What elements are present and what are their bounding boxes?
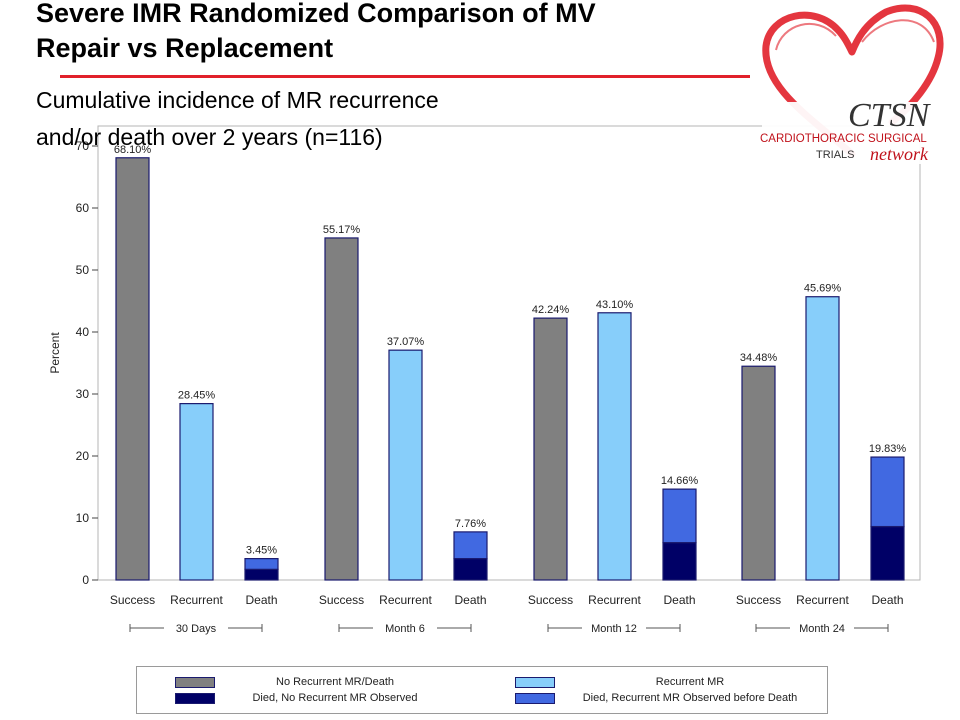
y-tick-label: 10	[76, 511, 90, 525]
x-tick-label: Death	[871, 593, 903, 607]
x-tick-label: Success	[736, 593, 781, 607]
data-label: 19.83%	[869, 443, 907, 455]
legend-label: No Recurrent MR/Death	[276, 676, 394, 688]
bar-chart: 0 10 20 30 40 50 60 70 Percent 68.10% 28.45% 3.45…	[48, 125, 921, 635]
data-label: 45.69%	[804, 283, 842, 295]
data-label: 55.17%	[323, 224, 361, 236]
data-label: 37.07%	[387, 336, 425, 348]
page-title: Severe IMR Randomized Comparison of MV R…	[36, 0, 596, 66]
legend-swatch	[515, 676, 555, 688]
y-tick-label: 0	[82, 573, 89, 587]
x-axis: Success Recurrent Death 30 Days Success Recur…	[110, 593, 904, 635]
bar-segment	[662, 488, 697, 544]
title-line-1: Severe IMR Randomized Comparison of MV	[36, 0, 596, 28]
data-label: 68.10%	[114, 144, 152, 156]
title-line-2: Repair vs Replacement	[36, 33, 334, 63]
subtitle-line-2: and/or death over 2 years (n=116)	[36, 124, 383, 150]
legend-swatch	[515, 692, 555, 704]
y-tick-label: 70	[76, 139, 90, 153]
bars: 68.10% 28.45% 3.45% 55.17% 37.07% 7.76% 42.24%…	[114, 144, 907, 581]
legend-label: Died, No Recurrent MR Observed	[252, 692, 418, 704]
bar-segment	[324, 237, 359, 581]
data-label: 28.45%	[178, 390, 216, 402]
x-tick-label: Death	[454, 593, 486, 607]
x-tick-label: Death	[663, 593, 695, 607]
bar-segment	[870, 525, 905, 581]
bar-segment	[662, 542, 697, 581]
logo-script: network	[870, 144, 929, 164]
logo-line-2: TRIALS	[816, 149, 855, 161]
bar-segment	[597, 312, 632, 581]
data-label: 42.24%	[532, 304, 570, 316]
x-tick-label: Recurrent	[796, 593, 849, 607]
logo-wordmark: CTSN	[848, 97, 932, 134]
ctsn-logo: CTSN CARDIOTHORACIC SURGICAL TRIALS netw…	[760, 4, 948, 164]
bar-segment	[533, 317, 568, 581]
y-tick-label: 50	[76, 263, 90, 277]
y-tick-label: 60	[76, 201, 90, 215]
legend-label: Died, Recurrent MR Observed before Death	[582, 692, 798, 704]
group-label: Month 12	[591, 623, 637, 635]
bar-segment	[244, 568, 279, 581]
chart-legend: No Recurrent MR/Death Recurrent MR Died, N…	[136, 666, 828, 714]
bar-segment	[388, 349, 423, 581]
heart-icon	[762, 4, 944, 158]
page-subtitle: Cumulative incidence of MR recurrence an…	[36, 82, 439, 156]
bar-segment	[453, 558, 488, 581]
logo-line-1: CARDIOTHORACIC SURGICAL	[760, 133, 927, 145]
x-tick-label: Success	[110, 593, 155, 607]
x-tick-label: Success	[319, 593, 364, 607]
legend-label: Recurrent MR	[655, 676, 725, 688]
legend-item: Died, Recurrent MR Observed before Death	[515, 691, 825, 705]
y-tick-label: 40	[76, 325, 90, 339]
x-tick-label: Recurrent	[379, 593, 432, 607]
group-label: Month 24	[799, 623, 845, 635]
x-tick-label: Death	[245, 593, 277, 607]
bar-segment	[115, 157, 150, 581]
title-divider	[60, 75, 750, 78]
data-label: 14.66%	[661, 475, 699, 487]
bar-segment	[453, 531, 488, 560]
bar-segment	[179, 403, 214, 581]
y-axis-label: Percent	[48, 332, 62, 374]
y-axis: 0 10 20 30 40 50 60 70	[76, 139, 98, 587]
data-label: 3.45%	[246, 545, 277, 557]
data-label: 43.10%	[596, 299, 634, 311]
legend-item: No Recurrent MR/Death	[175, 675, 455, 689]
y-tick-label: 30	[76, 387, 90, 401]
x-tick-label: Recurrent	[588, 593, 641, 607]
group-label: Month 6	[385, 623, 425, 635]
y-tick-label: 20	[76, 449, 90, 463]
legend-item: Died, No Recurrent MR Observed	[175, 691, 455, 705]
data-label: 7.76%	[455, 518, 486, 530]
legend-item: Recurrent MR	[515, 675, 825, 689]
data-label: 34.48%	[740, 352, 778, 364]
bar-segment	[244, 558, 279, 570]
bar-segment	[870, 456, 905, 528]
group-label: 30 Days	[176, 623, 217, 635]
legend-swatch	[175, 676, 215, 688]
bar-segment	[741, 365, 776, 581]
plot-frame	[97, 125, 921, 581]
bar-segment	[805, 296, 840, 581]
subtitle-line-1: Cumulative incidence of MR recurrence	[36, 87, 439, 113]
x-tick-label: Recurrent	[170, 593, 223, 607]
legend-swatch	[175, 692, 215, 704]
x-tick-label: Success	[528, 593, 573, 607]
